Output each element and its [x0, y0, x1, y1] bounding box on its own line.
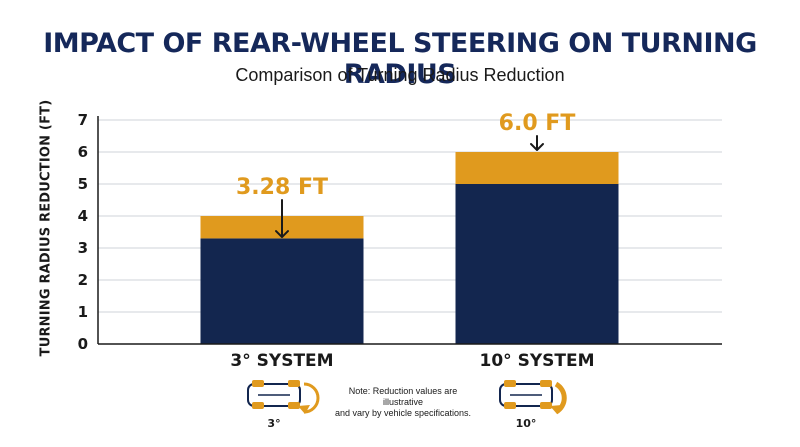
y-tick-label: 3: [78, 239, 88, 257]
rotation-arc-shape: [303, 382, 320, 414]
chart-subtitle: Comparison of Turning Radius Reduction: [235, 65, 565, 85]
bar-base-segment: [200, 238, 364, 344]
car-body-shape: [499, 383, 553, 407]
car-wheel-shape: [540, 380, 552, 387]
y-tick-label: 7: [78, 111, 88, 129]
car-wheel-shape: [504, 402, 516, 409]
rotation-arrowhead-shape: [298, 405, 310, 414]
rotation-arrowhead-shape: [550, 405, 562, 414]
y-tick-label: 4: [78, 207, 88, 225]
footnote-line-2: and vary by vehicle specifications.: [334, 408, 472, 418]
car-body-shape: [247, 383, 301, 407]
down-arrow-icon: [275, 199, 289, 239]
footnote: Note: Reduction values are illustrative …: [328, 386, 478, 419]
car-wheel-shape: [540, 402, 552, 409]
x-category-label: 10° SYSTEM: [480, 351, 595, 371]
y-tick-label: 6: [78, 143, 88, 161]
footnote-line-1: Note: Reduction values are illustrative: [348, 386, 458, 407]
car-icon-label: 3°: [267, 417, 280, 430]
down-arrow-icon: [530, 135, 544, 151]
car-wheel-shape: [288, 402, 300, 409]
data-label: 3.28 FT: [236, 175, 328, 200]
chart-title: IMPACT OF REAR-WHEEL STEERING ON TURNING…: [43, 28, 757, 90]
data-label: 6.0 FT: [499, 111, 576, 136]
car-steering-10deg-icon: 10°: [499, 380, 567, 430]
car-steering-3deg-icon: 3°: [247, 380, 320, 430]
car-wheel-shape: [252, 380, 264, 387]
bar-top-segment: [455, 152, 619, 184]
y-tick-label: 2: [78, 271, 88, 289]
bar-base-segment: [455, 184, 619, 344]
car-wheel-shape: [504, 380, 516, 387]
y-tick-label: 5: [78, 175, 88, 193]
car-icon-label: 10°: [516, 417, 537, 430]
y-tick-label: 0: [78, 335, 88, 353]
car-wheel-shape: [252, 402, 264, 409]
x-category-label: 3° SYSTEM: [230, 351, 333, 371]
y-tick-label: 1: [78, 303, 88, 321]
car-wheel-shape: [288, 380, 300, 387]
